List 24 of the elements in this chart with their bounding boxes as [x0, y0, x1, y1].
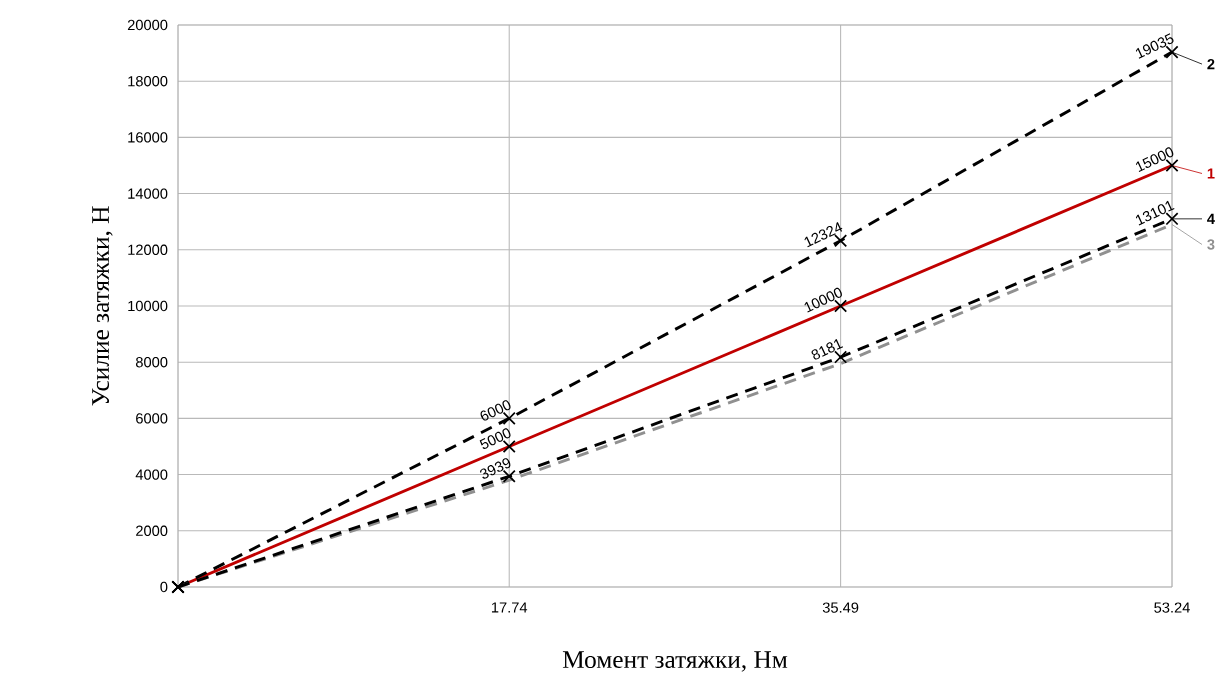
- x-tick-label: 53.24: [1154, 602, 1190, 613]
- x-tick-label: 17.74: [491, 602, 528, 613]
- x-tick-label: 35.49: [822, 602, 859, 613]
- y-tick-label: 2000: [136, 525, 168, 536]
- y-tick-label: 10000: [128, 300, 168, 312]
- legend-label: 3: [1207, 239, 1215, 250]
- x-axis-title: Момент затяжки, Нм: [562, 651, 788, 672]
- legend-label: 2: [1207, 59, 1215, 70]
- y-tick-label: 4000: [135, 469, 168, 480]
- data-label: 8181: [811, 339, 844, 360]
- y-tick-label: 18000: [128, 76, 168, 87]
- data-label: 6000: [480, 400, 511, 421]
- legend-label: 1: [1207, 168, 1215, 179]
- y-tick-label: 0: [160, 581, 168, 593]
- y-tick-label: 6000: [136, 413, 168, 424]
- legend-label: 4: [1207, 213, 1215, 224]
- y-tick-label: 16000: [128, 132, 168, 143]
- y-tick-label: 12000: [128, 244, 168, 255]
- y-tick-label: 20000: [127, 19, 168, 31]
- y-axis-title: Усилие затяжки, Н: [92, 206, 113, 406]
- y-tick-label: 14000: [128, 188, 168, 199]
- y-tick-label: 8000: [135, 357, 168, 368]
- data-label: 5000: [479, 428, 511, 449]
- data-label: 3939: [480, 458, 511, 479]
